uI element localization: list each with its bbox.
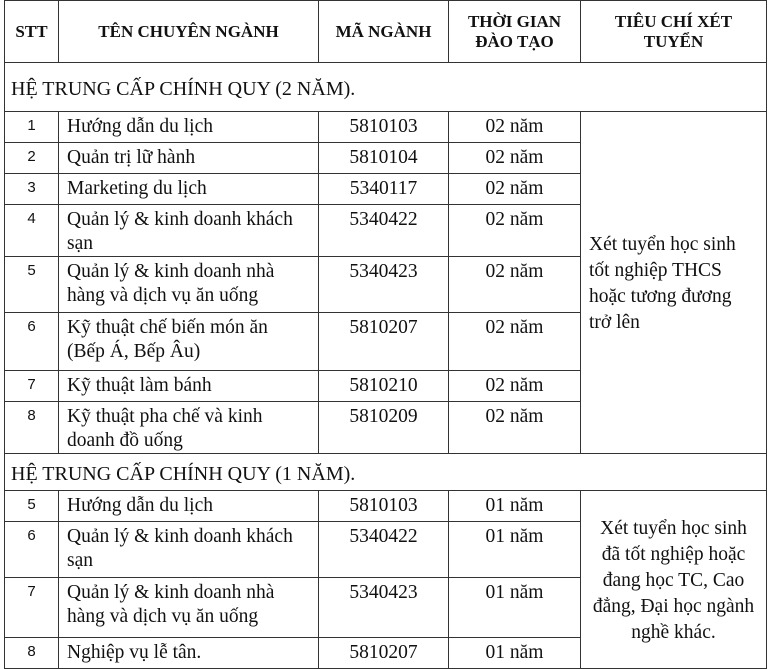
- stt-cell: 4: [4, 204, 59, 257]
- programs-table: STT TÊN CHUYÊN NGÀNH MÃ NGÀNH THỜI GIAN …: [4, 0, 767, 669]
- stt-cell: 5: [4, 490, 59, 522]
- stt-cell: 6: [4, 312, 59, 371]
- section-title: HỆ TRUNG CẤP CHÍNH QUY (2 NĂM).: [4, 62, 767, 112]
- stt-cell: 3: [4, 173, 59, 205]
- header-row: STT TÊN CHUYÊN NGÀNH MÃ NGÀNH THỜI GIAN …: [4, 0, 767, 63]
- name-cell: Quản trị lữ hành: [58, 142, 319, 174]
- name-cell: Quản lý & kinh doanh khách sạn: [58, 521, 319, 578]
- table-row: 5 Quản lý & kinh doanh nhà hàng và dịch v…: [4, 256, 767, 313]
- stt-cell: 1: [4, 111, 59, 143]
- header-stt: STT: [4, 0, 59, 63]
- section-row: HỆ TRUNG CẤP CHÍNH QUY (2 NĂM).: [4, 62, 767, 112]
- table-row: 1 Hướng dẫn du lịch 5810103 02 năm Xét tuyển…: [4, 111, 767, 454]
- code-cell: 5810209: [318, 401, 449, 454]
- table-row: 5 Hướng dẫn du lịch 5810103 01 năm Xét tuyển…: [4, 490, 767, 669]
- duration-cell: 01 năm: [448, 637, 581, 669]
- name-cell: Quản lý & kinh doanh khách sạn: [58, 204, 319, 257]
- code-cell: 5810207: [318, 637, 449, 669]
- code-cell: 5810104: [318, 142, 449, 174]
- code-cell: 5340422: [318, 204, 449, 257]
- header-code: MÃ NGÀNH: [318, 0, 449, 63]
- header-duration: THỜI GIAN ĐÀO TẠO: [448, 0, 581, 63]
- header-name: TÊN CHUYÊN NGÀNH: [58, 0, 319, 63]
- name-cell: Quản lý & kinh doanh nhà hàng và dịch vụ…: [58, 577, 319, 638]
- stt-cell: 7: [4, 577, 59, 638]
- duration-cell: 01 năm: [448, 490, 581, 522]
- duration-cell: 02 năm: [448, 204, 581, 257]
- duration-cell: 02 năm: [448, 173, 581, 205]
- section-row: HỆ TRUNG CẤP CHÍNH QUY (1 NĂM).: [4, 453, 767, 491]
- stt-cell: 5: [4, 256, 59, 313]
- table-row: 8 Kỹ thuật pha chế và kinh doanh đồ uống 5…: [4, 401, 767, 454]
- code-cell: 5340423: [318, 256, 449, 313]
- duration-cell: 02 năm: [448, 111, 581, 143]
- duration-cell: 02 năm: [448, 142, 581, 174]
- stt-cell: 8: [4, 637, 59, 669]
- code-cell: 5810207: [318, 312, 449, 371]
- table-row: 7 Quản lý & kinh doanh nhà hàng và dịch v…: [4, 577, 767, 638]
- name-cell: Hướng dẫn du lịch: [58, 111, 319, 143]
- table-row: 6 Kỹ thuật chế biến món ăn (Bếp Á, Bếp Âu…: [4, 312, 767, 371]
- duration-cell: 01 năm: [448, 577, 581, 638]
- code-cell: 5340117: [318, 173, 449, 205]
- header-criteria: TIÊU CHÍ XÉT TUYỂN: [580, 0, 767, 63]
- duration-cell: 02 năm: [448, 401, 581, 454]
- table-row: 3 Marketing du lịch 5340117 02 năm: [4, 173, 767, 205]
- code-cell: 5810103: [318, 490, 449, 522]
- section-title: HỆ TRUNG CẤP CHÍNH QUY (1 NĂM).: [4, 453, 767, 491]
- stt-cell: 7: [4, 370, 59, 402]
- name-cell: Marketing du lịch: [58, 173, 319, 205]
- name-cell: Kỹ thuật làm bánh: [58, 370, 319, 402]
- name-cell: Quản lý & kinh doanh nhà hàng và dịch vụ…: [58, 256, 319, 313]
- name-cell: Nghiệp vụ lễ tân.: [58, 637, 319, 669]
- name-cell: Hướng dẫn du lịch: [58, 490, 319, 522]
- code-cell: 5340422: [318, 521, 449, 578]
- name-cell: Kỹ thuật chế biến món ăn (Bếp Á, Bếp Âu): [58, 312, 319, 371]
- code-cell: 5340423: [318, 577, 449, 638]
- name-cell: Kỹ thuật pha chế và kinh doanh đồ uống: [58, 401, 319, 454]
- table-row: 4 Quản lý & kinh doanh khách sạn 5340422 02…: [4, 204, 767, 257]
- code-cell: 5810210: [318, 370, 449, 402]
- criteria-cell: Xét tuyển học sinh tốt nghiệp THCS hoặc …: [580, 111, 767, 454]
- duration-cell: 02 năm: [448, 370, 581, 402]
- stt-cell: 2: [4, 142, 59, 174]
- duration-cell: 02 năm: [448, 312, 581, 371]
- criteria-cell: Xét tuyển học sinh đã tốt nghiệp hoặc đa…: [580, 490, 767, 669]
- stt-cell: 6: [4, 521, 59, 578]
- duration-cell: 02 năm: [448, 256, 581, 313]
- code-cell: 5810103: [318, 111, 449, 143]
- duration-cell: 01 năm: [448, 521, 581, 578]
- stt-cell: 8: [4, 401, 59, 454]
